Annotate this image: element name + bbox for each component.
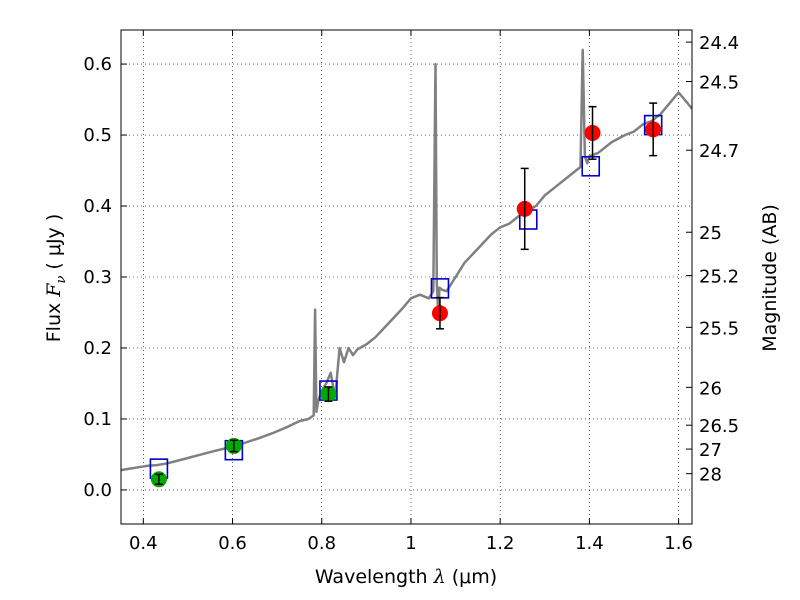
x-axis: 0.4 0.6 0.8 1 1.2 1.4 1.6 bbox=[129, 30, 693, 554]
y-tick-label: 0.1 bbox=[83, 409, 112, 430]
y2-tick-label: 27 bbox=[699, 440, 722, 461]
y-axis: 0.0 0.1 0.2 0.3 0.4 0.5 0.6 bbox=[83, 54, 127, 501]
y2-tick-label: 28 bbox=[699, 465, 722, 486]
y2-axis: 24.4 24.5 24.7 25 25.2 25.5 26 26.5 27 28 bbox=[686, 33, 739, 486]
x-tick-label: 0.4 bbox=[129, 533, 158, 554]
y-axis-label-prefix: Flux bbox=[43, 297, 65, 343]
y-axis-label-unit: ( μJy ) bbox=[43, 214, 65, 276]
x-axis-label-prefix: Wavelength bbox=[315, 566, 434, 588]
y-tick-label: 0.2 bbox=[83, 338, 112, 359]
plot-area bbox=[121, 48, 692, 488]
x-tick-label: 0.6 bbox=[218, 533, 247, 554]
y2-tick-label: 24.5 bbox=[699, 73, 739, 94]
y-tick-label: 0.3 bbox=[83, 267, 112, 288]
x-tick-label: 1.4 bbox=[575, 533, 604, 554]
y2-tick-label: 25.5 bbox=[699, 318, 739, 339]
x-axis-label-symbol: λ bbox=[433, 566, 446, 588]
y2-tick-label: 25.2 bbox=[699, 267, 739, 288]
y-tick-label: 0.0 bbox=[83, 480, 112, 501]
x-axis-label: Wavelength λ (μm) bbox=[315, 566, 497, 588]
spectrum-line bbox=[121, 48, 692, 472]
x-tick-label: 1.2 bbox=[486, 533, 515, 554]
y2-tick-label: 24.4 bbox=[699, 33, 739, 54]
y-tick-label: 0.4 bbox=[83, 196, 112, 217]
y-axis-label: Flux Fν ( μJy ) bbox=[43, 214, 69, 343]
y-tick-label: 0.5 bbox=[83, 125, 112, 146]
y-tick-label: 0.6 bbox=[83, 54, 112, 75]
x-axis-label-unit: (μm) bbox=[446, 566, 497, 588]
y-axis-label-subscript: ν bbox=[54, 276, 69, 284]
x-tick-label: 1.6 bbox=[664, 533, 693, 554]
x-tick-label: 1 bbox=[405, 533, 416, 554]
model-box-marker bbox=[581, 155, 601, 177]
y2-tick-label: 24.7 bbox=[699, 141, 739, 162]
y-axis-label-symbol: F bbox=[43, 283, 65, 298]
y2-tick-label: 26 bbox=[699, 378, 722, 399]
y2-tick-label: 26.5 bbox=[699, 416, 739, 437]
x-tick-label: 0.8 bbox=[307, 533, 336, 554]
y2-tick-label: 25 bbox=[699, 223, 722, 244]
y2-axis-label: Magnitude (AB) bbox=[759, 204, 781, 352]
